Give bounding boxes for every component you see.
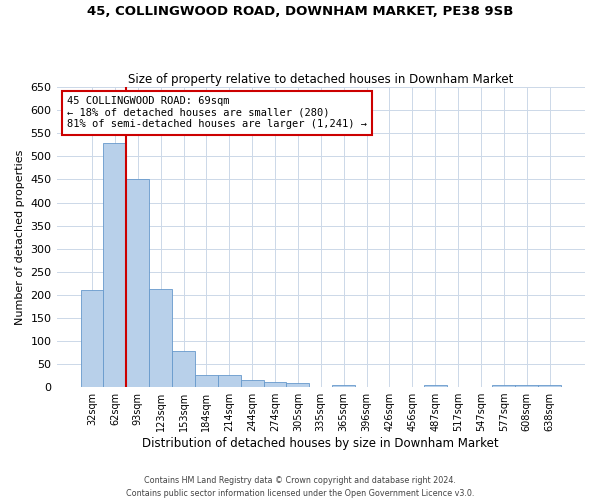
Y-axis label: Number of detached properties: Number of detached properties [15,150,25,325]
Bar [149,289,172,387]
Text: 45, COLLINGWOOD ROAD, DOWNHAM MARKET, PE38 9SB: 45, COLLINGWOOD ROAD, DOWNHAM MARKET, PE… [87,5,513,18]
Bar [103,142,127,387]
Bar [424,385,446,387]
Bar [332,385,355,387]
Bar [218,374,241,387]
X-axis label: Distribution of detached houses by size in Downham Market: Distribution of detached houses by size … [142,437,499,450]
Bar [195,374,218,387]
Bar [286,384,310,387]
Text: 45 COLLINGWOOD ROAD: 69sqm
← 18% of detached houses are smaller (280)
81% of sem: 45 COLLINGWOOD ROAD: 69sqm ← 18% of deta… [67,96,367,130]
Bar [80,290,103,387]
Bar [515,385,538,387]
Bar [241,380,263,387]
Bar [263,382,286,387]
Bar [493,385,515,387]
Bar [172,351,195,387]
Bar [127,180,149,387]
Title: Size of property relative to detached houses in Downham Market: Size of property relative to detached ho… [128,73,514,86]
Text: Contains HM Land Registry data © Crown copyright and database right 2024.
Contai: Contains HM Land Registry data © Crown c… [126,476,474,498]
Bar [538,385,561,387]
